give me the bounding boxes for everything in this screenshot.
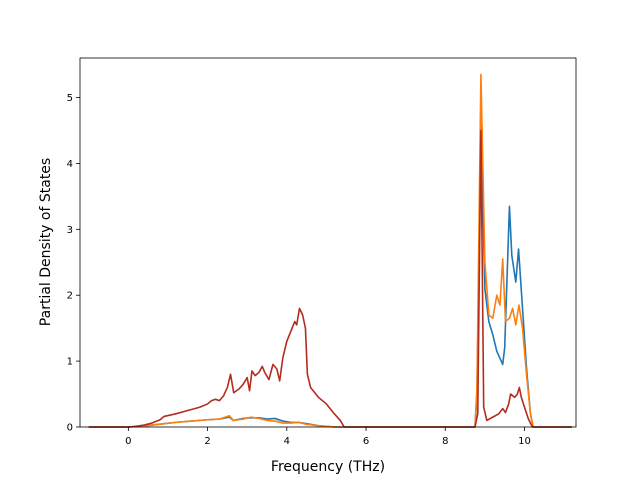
x-tick-label: 8	[442, 436, 448, 447]
x-tick-label: 10	[518, 436, 531, 447]
x-axis-label: Frequency (THz)	[271, 459, 385, 475]
y-tick-label: 2	[67, 291, 73, 302]
x-tick-label: 0	[125, 436, 131, 447]
y-tick-label: 1	[67, 357, 73, 368]
series-line-2	[88, 129, 573, 428]
y-tick-label: 0	[67, 423, 73, 434]
x-tick-label: 6	[363, 436, 369, 447]
y-tick-label: 3	[67, 225, 73, 236]
y-tick-label: 5	[67, 93, 73, 104]
y-axis-ticks: 0 1 2 3 4 5	[67, 93, 80, 434]
axes-frame	[79, 57, 577, 428]
x-tick-label: 2	[204, 436, 210, 447]
y-axis-label: Partial Density of States	[38, 158, 54, 326]
x-tick-label: 4	[284, 436, 290, 447]
x-axis-ticks: 0 2 4 6 8 10	[125, 427, 531, 447]
plot-area	[79, 57, 577, 428]
y-tick-label: 4	[67, 159, 73, 170]
